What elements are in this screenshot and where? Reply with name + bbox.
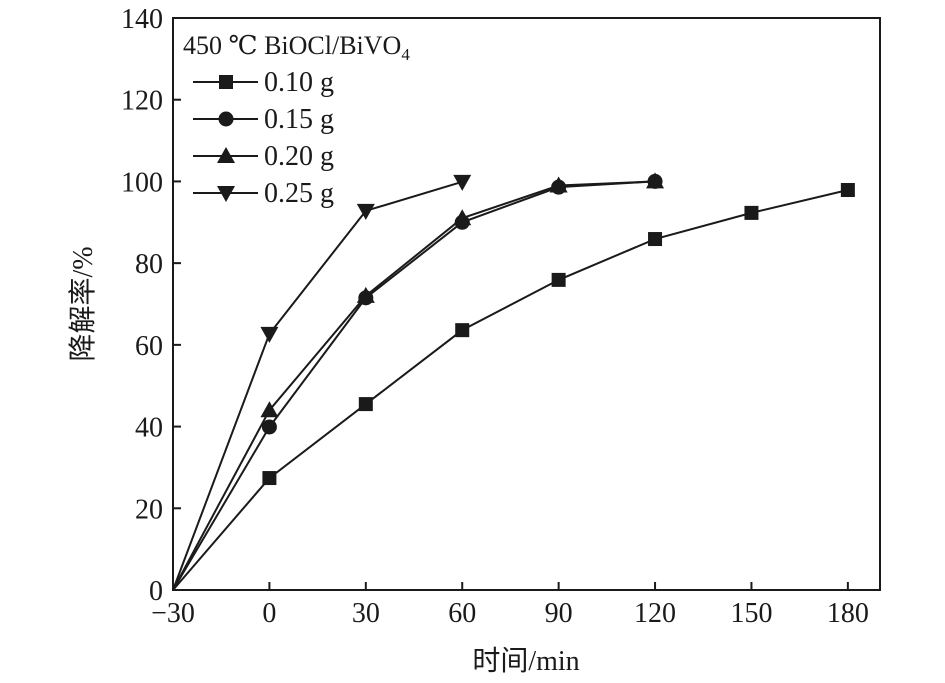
data-point [260,326,279,343]
legend-entry: 0.20 g [193,141,334,172]
data-point [744,205,759,220]
data-point [648,232,663,247]
x-tick-label: 120 [634,598,676,629]
y-axis-label: 降解率/% [67,246,99,361]
legend-label: 0.20 g [264,141,334,172]
data-point [453,174,472,191]
x-axis-label: 时间/min [472,645,579,677]
data-point [551,272,566,287]
x-tick-label: −30 [151,598,195,629]
series-0.15g [172,173,663,591]
plot-frame [172,17,881,591]
x-tick-label: 60 [448,598,476,629]
data-point [549,176,568,193]
y-tick-label: 0 [149,576,163,607]
y-tick-label: 140 [121,4,163,35]
data-point [262,471,277,486]
x-tick-label: 150 [730,598,772,629]
x-tick-label: 0 [262,598,276,629]
legend-label: 0.25 g [264,178,334,209]
data-point [646,172,665,189]
legend-entry: 0.10 g [193,67,334,98]
y-tick-label: 100 [121,167,163,198]
legend-marker [217,186,235,202]
series-line [172,180,656,591]
data-point [260,401,279,418]
legend-label: 0.10 g [264,67,334,98]
series-line [172,180,656,591]
x-tick-label: 30 [352,598,380,629]
legend-marker [219,75,233,89]
data-point [455,323,470,338]
data-point [840,183,855,198]
series-line [172,180,463,591]
y-tick-label: 40 [135,413,163,444]
series-line [172,189,849,591]
data-point [261,419,277,435]
y-tick-label: 80 [135,249,163,280]
series-0.25g [172,174,472,591]
legend-entry: 0.15 g [193,104,334,135]
series-0.20g [172,172,665,591]
data-point [356,286,375,303]
data-point [356,203,375,220]
data-point [358,397,373,412]
y-tick-label: 60 [135,331,163,362]
legend: 0.10 g 0.15 g 0.20 g 0.25 g [193,67,334,209]
y-tick-label: 20 [135,494,163,525]
series-0.10g [172,183,855,591]
legend-title: 450 ℃ BiOCl/BiVO4 [183,31,410,64]
legend-marker [218,111,234,127]
legend-marker [217,147,235,163]
x-tick-label: 90 [545,598,573,629]
x-tick-label: 180 [827,598,869,629]
legend-label: 0.15 g [264,104,334,135]
y-tick-label: 120 [121,86,163,117]
data-point [453,209,472,226]
legend-entry: 0.25 g [193,178,334,209]
